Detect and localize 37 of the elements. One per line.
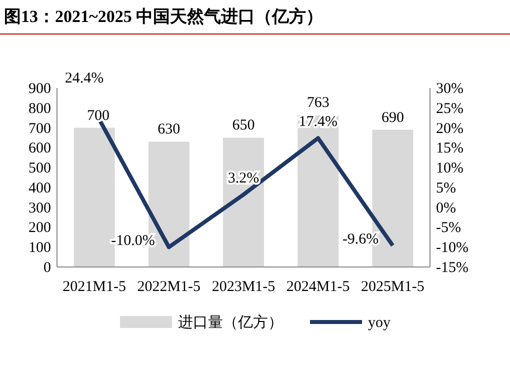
y2-tick-label: 0% [436, 200, 456, 216]
y-tick-label: 900 [28, 81, 51, 97]
data-label: -9.6% [342, 232, 379, 248]
chart-title: 图13：2021~2025 中国天然气进口（亿方） [4, 7, 324, 26]
y2-tick-label: 15% [436, 140, 464, 157]
y2-tick-label: -5% [436, 220, 461, 236]
x-tick-label: 2022M1-5 [137, 279, 201, 295]
data-label: 763 [306, 95, 330, 112]
legend-label: 进口量（亿方） [178, 314, 283, 331]
y2-tick-label: -10% [436, 240, 468, 256]
y-tick-label: 100 [28, 240, 51, 256]
y2-tick-label: 25% [436, 100, 464, 117]
y-tick-label: 300 [28, 200, 51, 216]
y2-tick-label: 30% [436, 81, 464, 97]
y2-tick-label: 20% [436, 120, 464, 137]
data-label: 3.2% [228, 170, 260, 187]
x-tick-label: 2021M1-5 [62, 279, 126, 295]
y2-tick-label: 10% [436, 160, 464, 177]
x-tick-label: 2024M1-5 [286, 279, 350, 295]
data-label: -10.0% [111, 233, 155, 250]
y-tick-label: 400 [28, 180, 51, 196]
x-tick-label: 2025M1-5 [361, 279, 424, 295]
data-label: 650 [232, 118, 255, 134]
y2-tick-label: 5% [436, 180, 456, 196]
legend-label: yoy [368, 315, 391, 331]
x-tick-label: 2023M1-5 [212, 279, 276, 295]
data-label: 690 [381, 110, 404, 126]
y-tick-label: 200 [28, 220, 51, 236]
data-label: 17.4% [298, 114, 338, 130]
data-label: 24.4% [64, 70, 104, 86]
y-tick-label: 0 [44, 260, 51, 276]
y-tick-label: 700 [28, 120, 51, 137]
data-label: 630 [158, 122, 180, 138]
y-tick-label: 800 [28, 100, 51, 117]
y-tick-label: 600 [28, 140, 51, 157]
y2-tick-label: -15% [436, 260, 468, 276]
y-tick-label: 500 [28, 160, 51, 177]
